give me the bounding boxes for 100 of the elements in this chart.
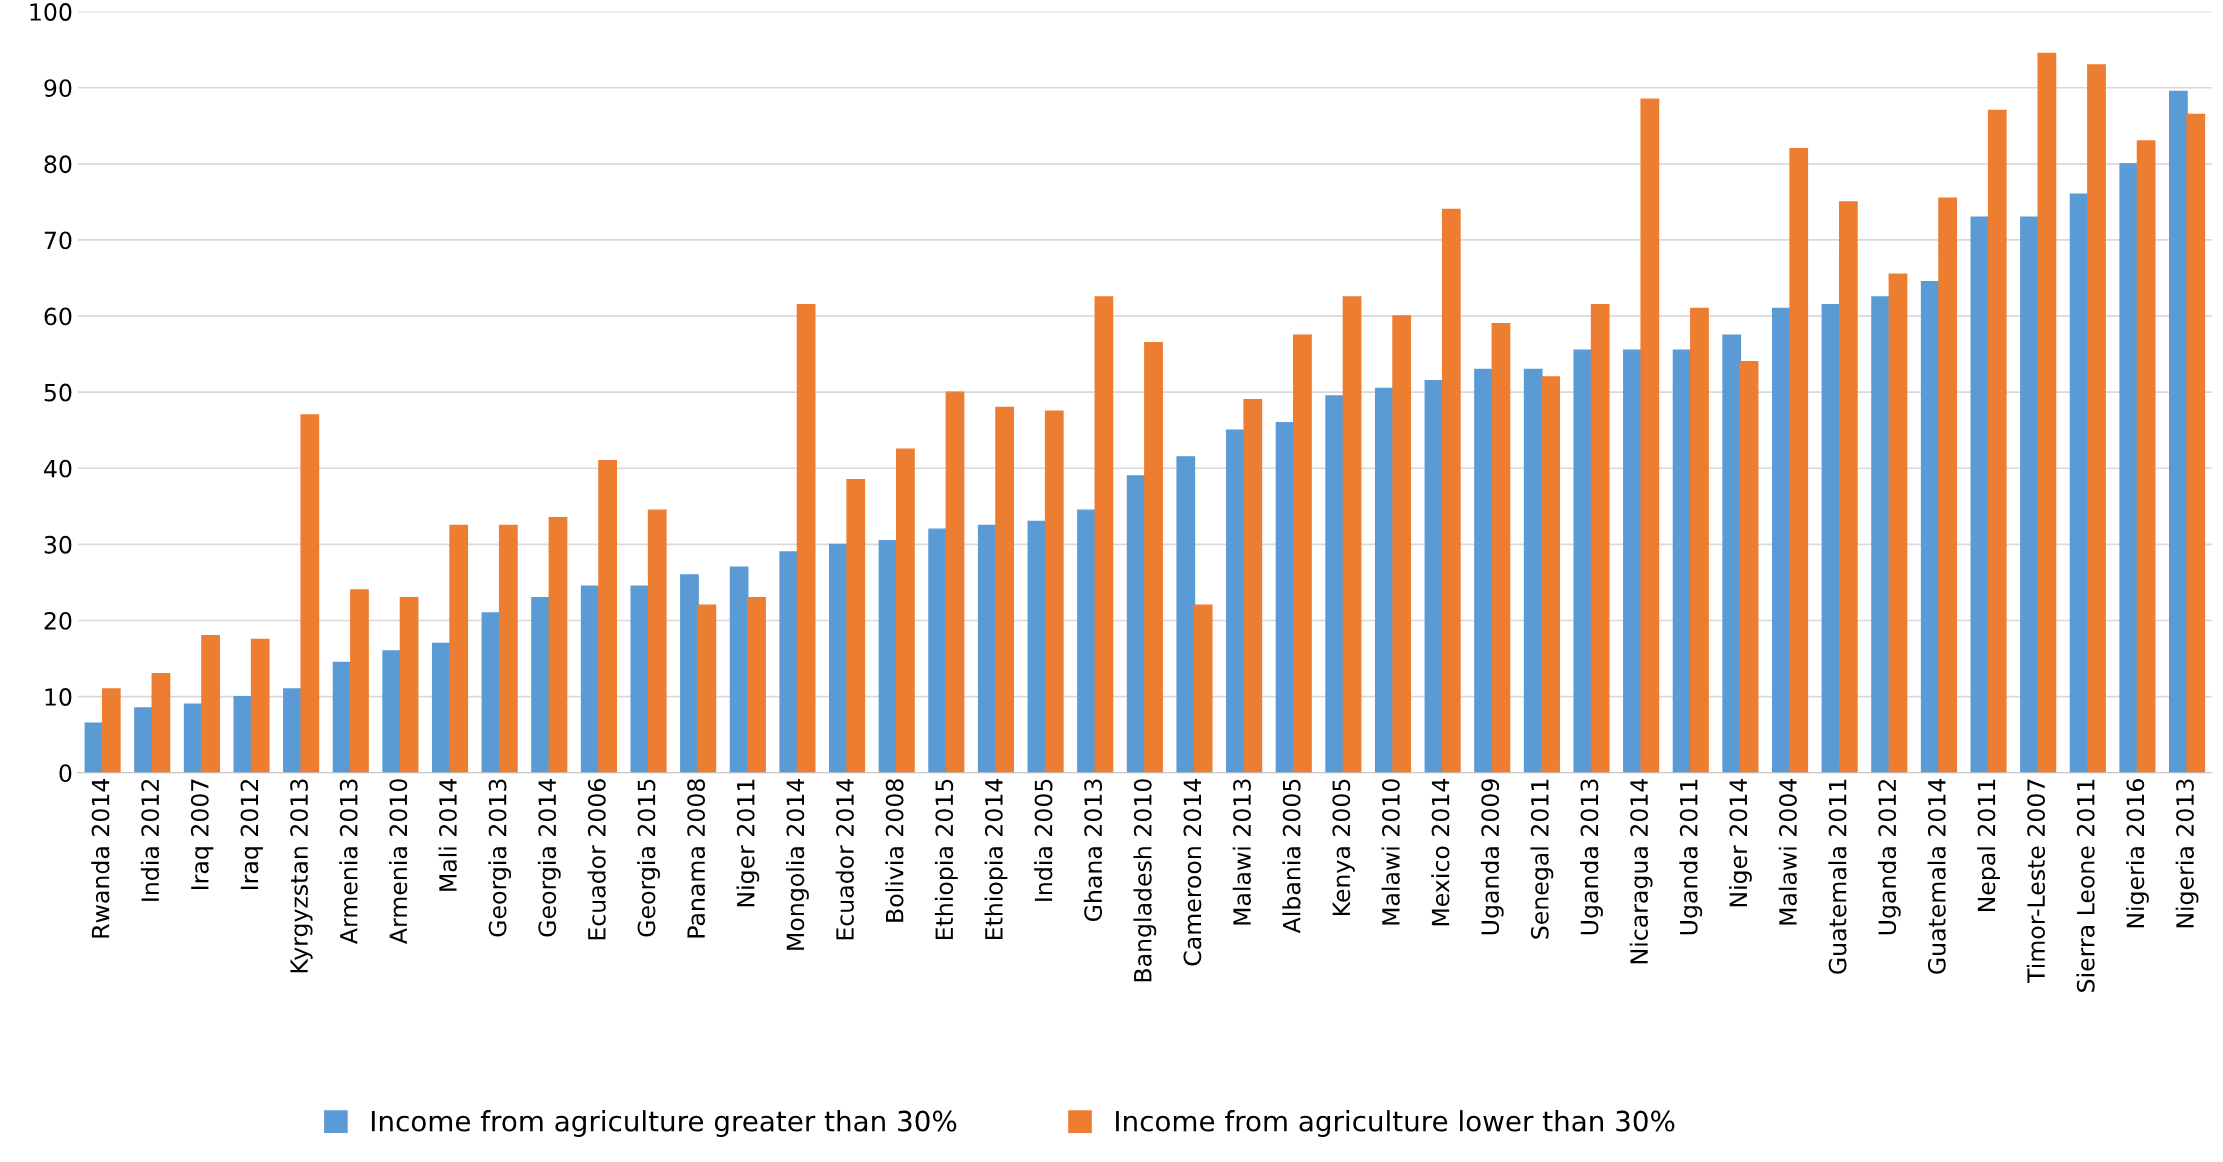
bar	[1044, 410, 1064, 773]
bar	[896, 448, 915, 773]
bar	[233, 695, 253, 773]
bar	[548, 517, 568, 773]
bar	[531, 596, 550, 773]
bar	[1077, 509, 1096, 773]
bar	[2169, 90, 2188, 773]
x-tick-label: Senegal 2011	[1530, 779, 1554, 939]
bar	[431, 642, 451, 773]
x-tick-label: Bangladesh 2010	[1133, 779, 1157, 982]
bar	[995, 406, 1015, 773]
bar	[1690, 307, 1709, 773]
bar	[283, 688, 302, 773]
bar	[2136, 140, 2156, 773]
bar	[1144, 342, 1163, 773]
x-tick-label: Georgia 2013	[488, 779, 512, 937]
x-tick-label: Uganda 2009	[1480, 779, 1504, 935]
x-tick-label: Malawi 2004	[1778, 778, 1797, 925]
y-tick-label: 70	[44, 231, 72, 250]
bar	[1771, 307, 1791, 773]
x-tick-label: Nepal 2011	[1977, 779, 2000, 912]
bar	[1474, 368, 1493, 773]
bar	[101, 688, 121, 773]
bar	[1424, 380, 1444, 773]
x-tick-label: Mongolia 2014	[786, 778, 809, 950]
bar	[2037, 52, 2057, 773]
bar	[1920, 281, 1940, 773]
bar	[580, 585, 600, 773]
x-tick-label: Sierra Leone 2011	[2076, 779, 2095, 992]
x-tick-label: Malawi 2013	[1232, 779, 1251, 925]
bar	[928, 528, 948, 773]
x-tick-label: Niger 2014	[1728, 778, 1752, 907]
x-tick-label: Ethiopia 2014	[984, 778, 1008, 940]
bar	[300, 414, 320, 773]
bar	[1392, 315, 1412, 773]
x-tick-label: Guatemala 2011	[1828, 779, 1847, 974]
x-tick-label: Mali 2014	[438, 778, 457, 891]
bar	[1541, 376, 1560, 773]
bar	[498, 524, 518, 773]
x-tick-label: Bolivia 2008	[885, 779, 904, 922]
bar	[1226, 429, 1245, 773]
bar	[779, 551, 799, 773]
bar	[1590, 303, 1610, 773]
x-tick-label: Malawi 2010	[1381, 779, 1400, 925]
x-tick-label: Georgia 2015	[637, 779, 660, 937]
bar	[829, 543, 848, 773]
bar	[1640, 98, 1660, 773]
bar	[1789, 147, 1809, 773]
bar	[1523, 368, 1543, 773]
bar	[250, 638, 270, 773]
bar	[630, 585, 650, 773]
bar	[1722, 334, 1742, 773]
bar	[1342, 296, 1362, 773]
bar	[729, 566, 749, 773]
x-tick-label: Armenia 2013	[339, 779, 358, 944]
bar	[846, 479, 866, 773]
bar	[977, 524, 997, 773]
bar	[481, 612, 501, 773]
x-tick-label: Albania 2005	[1282, 779, 1301, 934]
bar	[1623, 349, 1642, 773]
bar	[350, 589, 369, 773]
x-tick-label: Ethiopia 2015	[934, 779, 958, 940]
bar	[2020, 216, 2039, 773]
bar	[878, 539, 898, 773]
y-tick-label: 40	[44, 459, 72, 478]
bar	[1094, 296, 1114, 773]
bar	[382, 650, 402, 773]
bar	[1293, 334, 1312, 773]
bar	[1275, 421, 1295, 773]
y-tick-label: 60	[44, 307, 72, 326]
y-tick-label: 0	[59, 764, 72, 783]
x-tick-label: Georgia 2014	[537, 778, 561, 937]
y-tick-label: 80	[44, 155, 72, 174]
x-tick-label: Nigeria 2016	[2126, 779, 2149, 928]
bar	[747, 596, 766, 773]
x-tick-label: Armenia 2010	[388, 779, 408, 944]
bar	[332, 661, 352, 773]
bar	[647, 509, 667, 773]
bar	[1838, 201, 1858, 773]
x-tick-label: Mexico 2014	[1431, 778, 1450, 926]
x-tick-label: Ecuador 2006	[587, 779, 606, 940]
x-tick-label: India 2005	[1034, 779, 1053, 901]
bar	[134, 707, 153, 773]
bar	[1176, 456, 1196, 773]
bar	[1739, 361, 1759, 773]
bar	[1573, 349, 1593, 773]
x-tick-label: Uganda 2012	[1877, 779, 1901, 935]
bar	[1374, 387, 1394, 773]
bar	[1441, 208, 1461, 773]
x-tick-label: Uganda 2011	[1679, 779, 1703, 935]
x-tick-label: Iraq 2012	[240, 779, 263, 889]
x-tick-label: Guatemala 2014	[1927, 778, 1946, 974]
bar	[1821, 303, 1841, 773]
bar	[201, 635, 220, 773]
bar	[1672, 349, 1692, 773]
bar	[598, 459, 617, 773]
x-tick-label: Kyrgyzstan 2013	[290, 779, 313, 973]
bar	[1938, 197, 1957, 773]
bar	[399, 596, 419, 773]
bar	[1970, 216, 1990, 773]
